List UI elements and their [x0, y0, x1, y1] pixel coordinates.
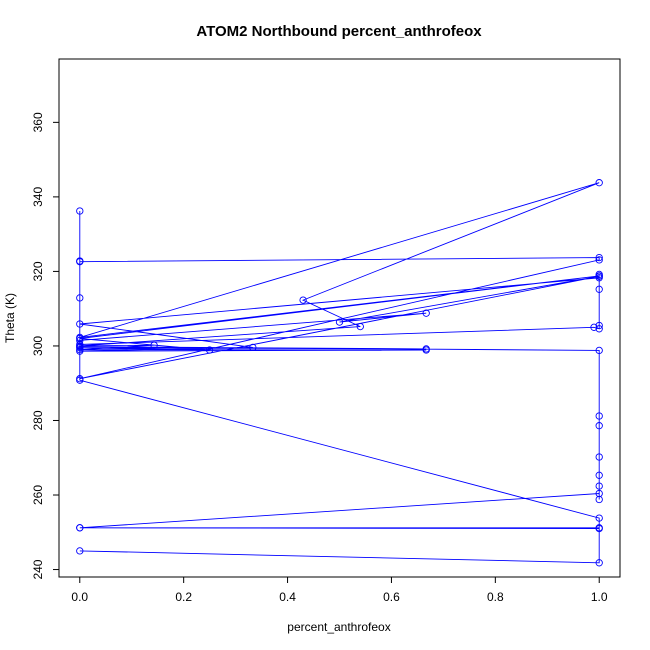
y-tick-label: 280	[31, 410, 45, 430]
x-tick-label: 0.0	[71, 590, 88, 604]
y-tick-label: 260	[31, 485, 45, 505]
data-point	[595, 495, 603, 504]
data-point	[76, 547, 84, 555]
data-point	[335, 318, 344, 326]
y-axis-label: Theta (K)	[3, 293, 17, 343]
data-point	[595, 253, 603, 262]
data-point	[76, 333, 84, 342]
y-tick-label: 300	[31, 336, 45, 356]
chart-title: ATOM2 Northbound percent_anthrofeox	[196, 23, 482, 40]
data-point	[356, 322, 364, 331]
data-point	[595, 471, 603, 479]
x-tick-label: 0.2	[175, 590, 192, 604]
y-tick-label: 320	[31, 261, 45, 281]
data-point	[76, 294, 84, 302]
data-point	[76, 524, 84, 532]
data-point	[595, 272, 603, 280]
data-point	[76, 336, 84, 345]
data-point	[595, 346, 603, 355]
data-point	[595, 325, 603, 333]
data-point	[249, 343, 257, 352]
data-point	[595, 321, 603, 330]
data-point	[422, 309, 430, 317]
data-point	[76, 376, 84, 384]
x-tick-label: 0.4	[279, 590, 296, 604]
data-point	[299, 296, 307, 304]
x-tick-label: 1.0	[591, 590, 608, 604]
x-axis: 0.0 0.2 0.4 0.6 0.8 1.0	[71, 576, 608, 604]
x-axis-label: percent_anthrofeox	[287, 620, 390, 634]
data-point	[76, 257, 84, 265]
data-point	[595, 256, 603, 264]
y-axis: 240 260 280 300 320 340 360	[31, 112, 60, 580]
data-point	[595, 270, 603, 279]
data-point	[595, 482, 603, 490]
x-tick-label: 0.8	[487, 590, 504, 604]
data-point	[590, 323, 598, 331]
data-point	[595, 412, 603, 420]
y-tick-label: 340	[31, 187, 45, 207]
data-point	[595, 453, 603, 461]
data-point	[150, 341, 158, 349]
data-point	[76, 344, 84, 352]
data-point	[205, 346, 214, 354]
data-point	[422, 346, 430, 354]
y-tick-label: 360	[31, 112, 45, 132]
data-point	[76, 320, 84, 328]
data-point	[595, 559, 603, 567]
data-point	[595, 524, 603, 533]
series-layer	[76, 179, 603, 567]
data-point	[595, 514, 603, 522]
data-point	[595, 285, 603, 293]
x-tick-label: 0.6	[383, 590, 400, 604]
data-point	[595, 422, 603, 430]
data-point	[595, 179, 603, 187]
y-tick-label: 240	[31, 559, 45, 579]
data-point	[76, 207, 84, 215]
data-point	[76, 340, 84, 349]
series-line	[79, 182, 600, 564]
